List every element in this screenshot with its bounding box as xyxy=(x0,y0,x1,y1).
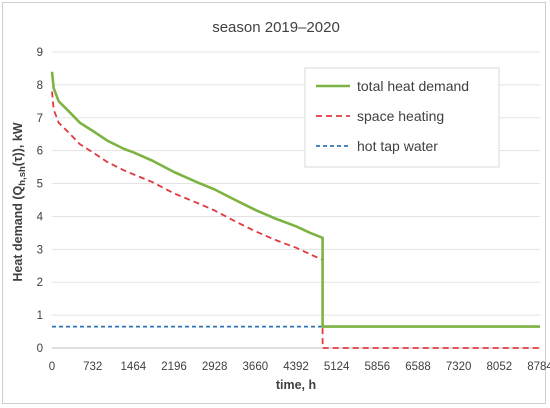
legend-label-total-heat-demand: total heat demand xyxy=(357,78,469,94)
x-tick-label: 5124 xyxy=(324,361,350,373)
x-tick-label: 6588 xyxy=(405,361,431,373)
y-tick-label: 3 xyxy=(37,244,43,256)
x-axis-label: time, h xyxy=(276,378,316,392)
y-axis-label: Heat demand (Qh,sh(τ)), kW xyxy=(11,122,28,281)
y-axis-ticks: 0 1 2 3 4 5 6 7 8 9 xyxy=(37,47,44,355)
x-tick-label: 4392 xyxy=(283,361,309,373)
series-line-total-heat-demand xyxy=(50,71,540,328)
x-tick-label: 2928 xyxy=(202,361,228,373)
legend: total heat demand space heating hot tap … xyxy=(304,67,500,168)
x-axis-ticks: 0 732 1464 2196 2928 3660 4392 5124 5856 6588 7320… xyxy=(49,361,550,373)
series-line-space-heating xyxy=(51,91,540,349)
x-tick-label: 732 xyxy=(83,361,102,373)
x-tick-label: 3660 xyxy=(243,361,269,373)
y-tick-label: 9 xyxy=(37,47,43,59)
y-tick-label: 8 xyxy=(37,80,43,92)
chart-title: season 2019–2020 xyxy=(212,19,340,36)
y-tick-label: 0 xyxy=(37,343,43,355)
y-tick-label: 1 xyxy=(37,310,43,322)
legend-label-hot-tap-water: hot tap water xyxy=(357,138,438,154)
x-tick-label: 8052 xyxy=(487,361,513,373)
y-tick-label: 6 xyxy=(37,146,43,158)
y-tick-label: 5 xyxy=(37,179,43,191)
x-tick-label: 0 xyxy=(49,361,55,373)
x-tick-label: 1464 xyxy=(121,361,147,373)
x-tick-label: 5856 xyxy=(365,361,391,373)
y-axis-label-main: Heat demand (Q xyxy=(11,185,25,281)
y-tick-label: 7 xyxy=(37,113,43,125)
x-tick-label: 8784 xyxy=(527,361,550,373)
series-lines xyxy=(50,71,540,349)
y-axis-label-subscript: h,sh xyxy=(17,166,28,186)
legend-label-space-heating: space heating xyxy=(357,108,444,124)
y-axis-label-tail: (τ)), kW xyxy=(11,122,25,166)
x-tick-label: 7320 xyxy=(446,361,472,373)
y-tick-label: 2 xyxy=(37,277,43,289)
x-tick-label: 2196 xyxy=(161,361,187,373)
legend-box xyxy=(304,67,500,168)
y-tick-label: 4 xyxy=(37,211,44,223)
